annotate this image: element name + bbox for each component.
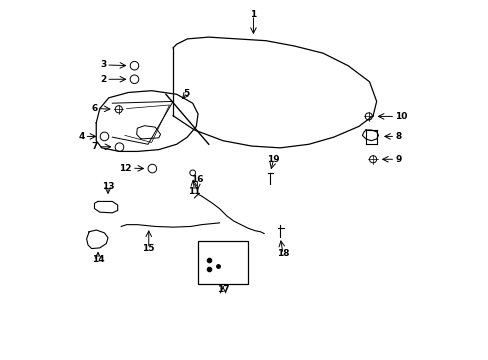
Text: 1: 1: [250, 10, 256, 19]
Text: 11: 11: [188, 187, 201, 196]
Text: 10: 10: [394, 112, 407, 121]
Text: 15: 15: [142, 244, 155, 253]
Text: 12: 12: [119, 164, 132, 173]
Text: 14: 14: [92, 255, 104, 264]
Text: 3: 3: [100, 60, 106, 69]
Text: 17: 17: [216, 285, 229, 294]
Text: 4: 4: [78, 132, 84, 141]
Text: 8: 8: [394, 132, 401, 141]
Text: 16: 16: [191, 175, 203, 184]
Text: 19: 19: [267, 155, 280, 164]
Text: 2: 2: [100, 75, 106, 84]
Text: 7: 7: [91, 142, 98, 151]
Text: 18: 18: [276, 249, 289, 258]
Bar: [198, 241, 247, 284]
Text: 13: 13: [102, 182, 114, 191]
Text: 9: 9: [394, 155, 401, 164]
Text: 5: 5: [183, 89, 189, 98]
Text: 6: 6: [91, 104, 97, 113]
